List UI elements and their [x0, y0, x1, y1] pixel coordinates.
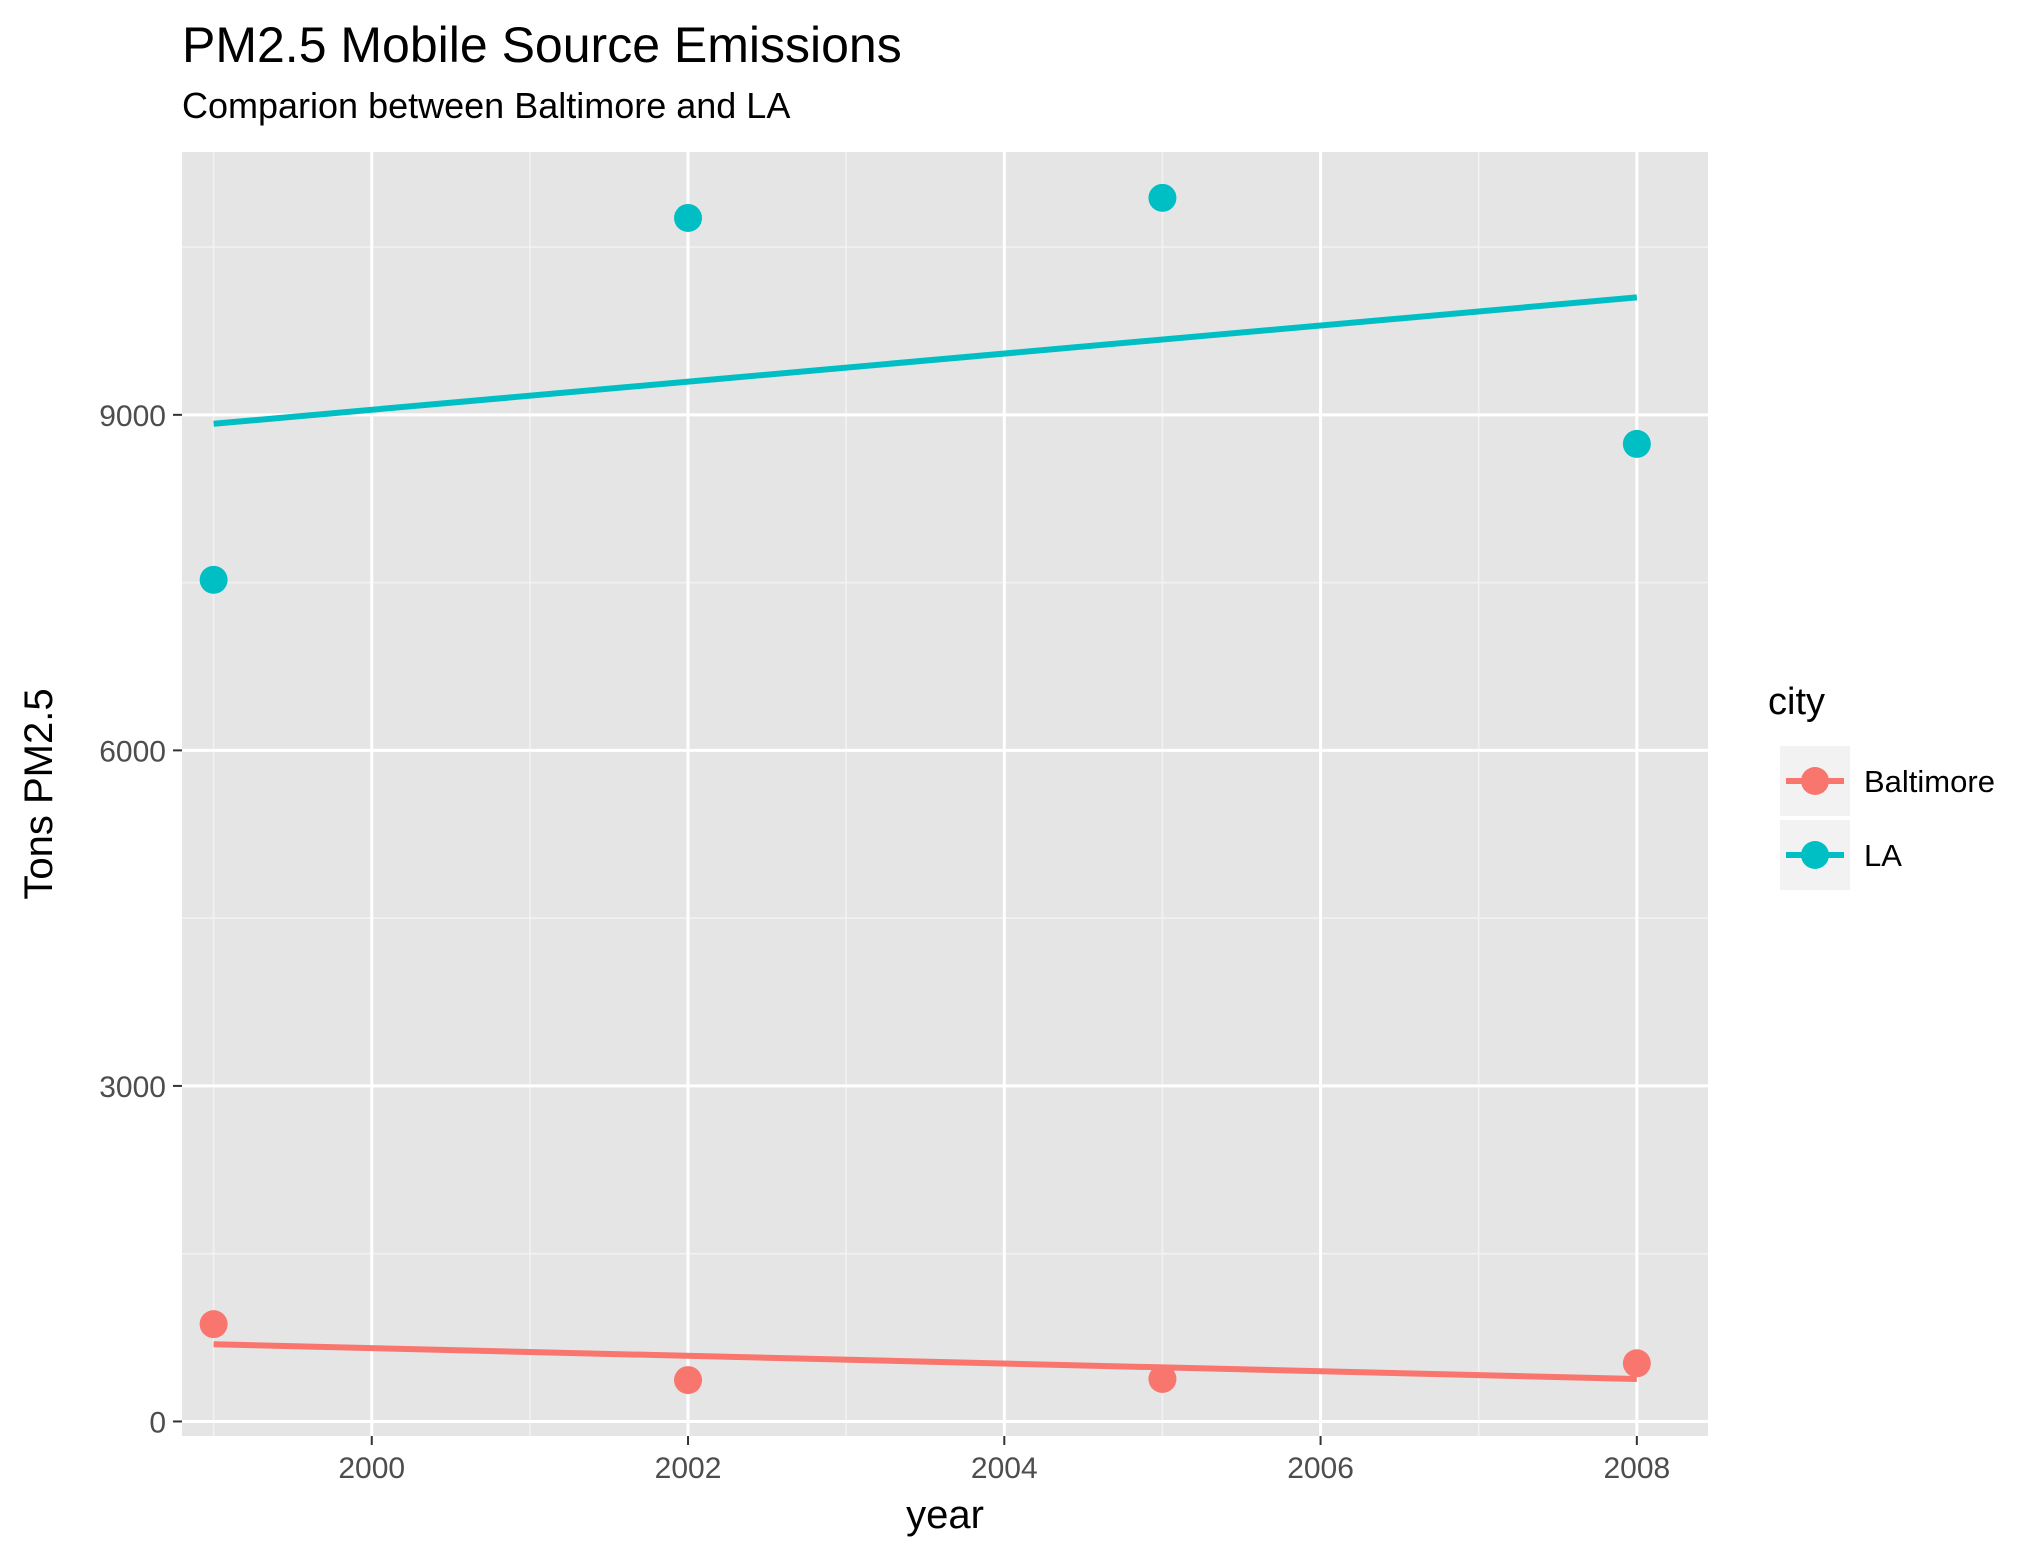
x-tick-label: 2002	[655, 1452, 722, 1485]
data-point-baltimore	[674, 1366, 703, 1395]
legend-label-baltimore: Baltimore	[1864, 764, 1995, 799]
chart-subtitle: Comparion between Baltimore and LA	[182, 85, 790, 126]
x-tick-label: 2004	[971, 1452, 1038, 1485]
y-tick-label: 3000	[99, 1071, 166, 1104]
data-point-la	[199, 565, 228, 594]
legend-item-baltimore: Baltimore	[1780, 746, 1995, 816]
y-tick-label: 6000	[99, 735, 166, 768]
trend-line-la	[213, 294, 1638, 427]
legend-point-baltimore	[1801, 767, 1829, 795]
x-tick-label: 2006	[1287, 1452, 1354, 1485]
x-axis-title: year	[906, 1493, 984, 1537]
data-point-la	[674, 203, 703, 232]
trend-line-baltimore	[213, 1341, 1637, 1382]
chart-title: PM2.5 Mobile Source Emissions	[182, 17, 902, 73]
y-axis-title: Tons PM2.5	[17, 688, 61, 899]
y-tick-label: 9000	[99, 400, 166, 433]
legend-title: city	[1768, 681, 1825, 723]
y-tick-label: 0	[149, 1406, 166, 1439]
series-layer	[199, 183, 1651, 1395]
legend-label-la: LA	[1864, 838, 1902, 873]
plot-panel	[182, 152, 1708, 1436]
data-point-la	[1622, 429, 1651, 458]
data-point-baltimore	[1148, 1364, 1177, 1393]
legend-item-la: LA	[1780, 820, 1902, 890]
x-tick-label: 2008	[1603, 1452, 1670, 1485]
data-point-la	[1148, 183, 1177, 212]
legend-point-la	[1801, 841, 1829, 869]
axes: 2000 2002 2004 2006 2008 0 3000 6000 9000	[99, 400, 1670, 1485]
legend: city Baltimore LA	[1768, 681, 1995, 890]
data-point-baltimore	[199, 1310, 228, 1339]
x-tick-label: 2000	[338, 1452, 405, 1485]
data-point-baltimore	[1622, 1349, 1651, 1378]
